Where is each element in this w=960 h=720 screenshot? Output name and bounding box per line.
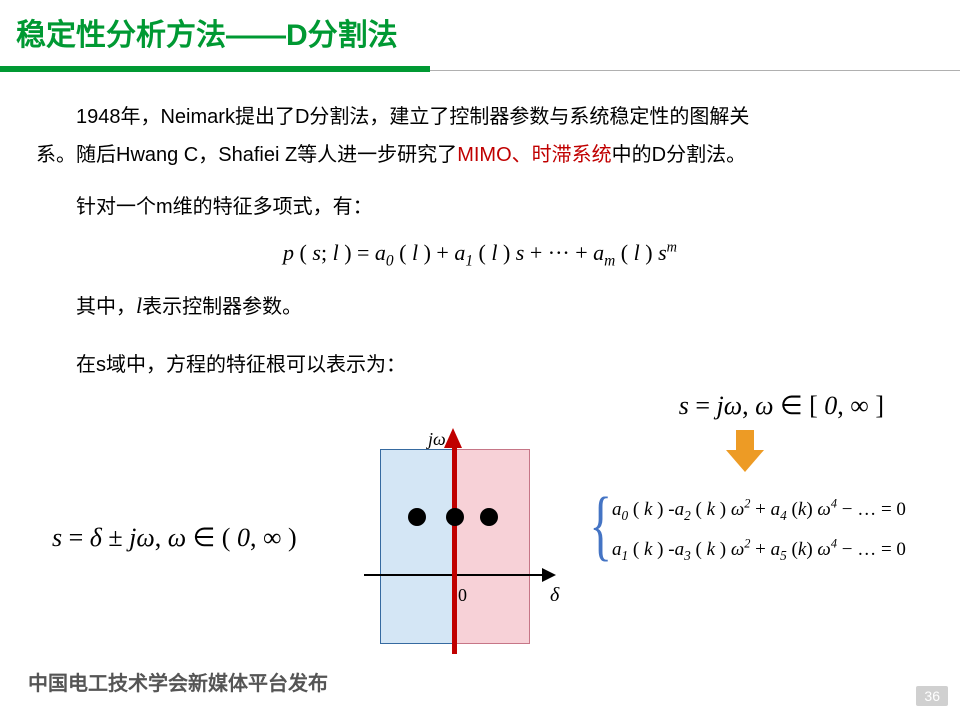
imag-axis-arrowhead [444, 428, 462, 448]
system-eq-2: a1 ( k ) -a3 ( k ) ω2 + a5 (k) ω4 − … = … [612, 530, 906, 570]
slide-content: 1948年，Neimark提出了D分割法，建立了控制器参数与系统稳定性的图解关 … [36, 96, 924, 660]
paragraph-1a: 1948年，Neimark提出了D分割法，建立了控制器参数与系统稳定性的图解关 [36, 100, 924, 134]
top-right-equation: s = jω, ω ∈ [ 0, ∞ ] [679, 384, 884, 428]
paragraph-2: 针对一个m维的特征多项式，有： [36, 190, 924, 224]
paragraph-4: 在s域中，方程的特征根可以表示为： [36, 348, 924, 382]
paragraph-1b: 系。随后Hwang C，Shafiei Z等人进一步研究了MIMO、时滞系统中的… [36, 138, 924, 172]
root-dot [480, 508, 498, 526]
p1b-lead: 系。随后Hwang C，Shafiei Z等人进一步研究了 [36, 144, 457, 166]
polynomial-equation: p ( s; l ) = a0 ( l ) + a1 ( l ) s + ···… [36, 234, 924, 275]
p1b-tail: 中的D分割法。 [612, 144, 746, 166]
right-half-plane [455, 449, 530, 644]
diagram-area: s = δ ± jω, ω ∈ ( 0, ∞ ) s = jω, ω ∈ [ 0… [36, 414, 924, 694]
paragraph-3: 其中，l表示控制器参数。 [36, 287, 924, 324]
left-half-plane [380, 449, 455, 644]
p1b-red: MIMO、时滞系统 [457, 144, 611, 166]
complex-plane-plot: jω 0 δ [360, 424, 550, 654]
axis-label-jw: jω [428, 424, 446, 455]
down-arrow-icon [726, 430, 764, 474]
page-number: 36 [916, 686, 948, 706]
root-dot [446, 508, 464, 526]
axis-label-delta: δ [550, 578, 559, 612]
root-dot [408, 508, 426, 526]
footer-text: 中国电工技术学会新媒体平台发布 [28, 667, 328, 696]
system-equations: a0 ( k ) -a2 ( k ) ω2 + a4 (k) ω4 − … = … [612, 490, 906, 570]
title-underline [0, 66, 960, 72]
left-equation: s = δ ± jω, ω ∈ ( 0, ∞ ) [52, 516, 297, 560]
imag-axis [452, 444, 457, 654]
brace-icon: { [589, 486, 611, 564]
axis-label-zero: 0 [458, 580, 467, 611]
p3-lead: 其中， [76, 296, 136, 318]
p3-tail: 表示控制器参数。 [142, 296, 302, 318]
real-axis [364, 574, 550, 576]
system-eq-1: a0 ( k ) -a2 ( k ) ω2 + a4 (k) ω4 − … = … [612, 490, 906, 530]
slide-title: 稳定性分析方法——D分割法 [16, 18, 944, 54]
